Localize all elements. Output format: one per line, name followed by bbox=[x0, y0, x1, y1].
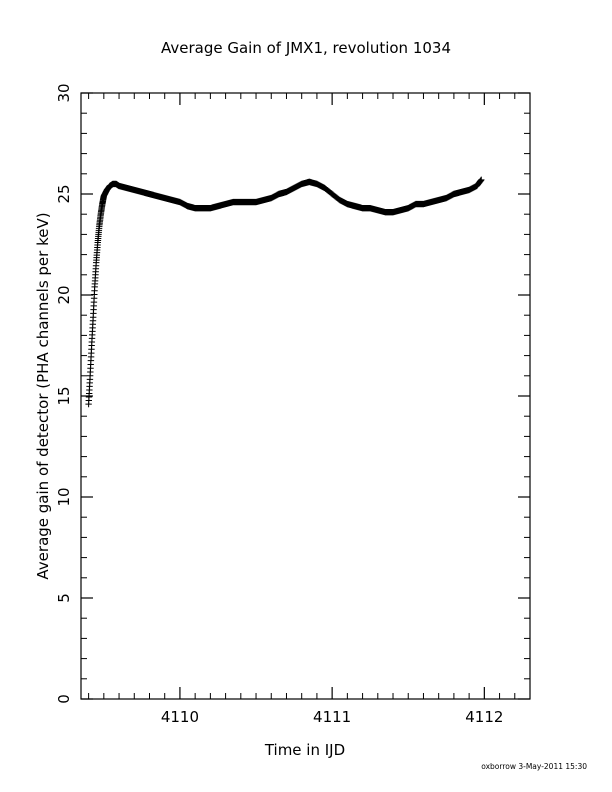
tick-labels: 4110 4111 4112 0 5 10 15 20 25 30 bbox=[55, 83, 503, 726]
x-tick-label: 4110 bbox=[161, 708, 199, 726]
y-tick-label: 15 bbox=[55, 386, 73, 405]
y-tick-label: 20 bbox=[55, 285, 73, 304]
y-tick-label: 10 bbox=[55, 487, 73, 506]
y-axis-label: Average gain of detector (PHA channels p… bbox=[34, 212, 52, 579]
y-tick-label: 5 bbox=[55, 593, 73, 603]
footer-stamp: oxborrow 3-May-2011 15:30 bbox=[481, 762, 587, 771]
x-tick-label: 4111 bbox=[313, 708, 351, 726]
y-tick-label: 30 bbox=[55, 83, 73, 102]
data-points bbox=[85, 176, 485, 408]
y-tick-label: 0 bbox=[55, 694, 73, 704]
data-point-markers bbox=[85, 176, 485, 408]
chart-title: Average Gain of JMX1, revolution 1034 bbox=[161, 39, 451, 57]
x-tick-label: 4112 bbox=[465, 708, 503, 726]
axis-ticks bbox=[81, 92, 531, 700]
y-tick-label: 25 bbox=[55, 184, 73, 203]
x-axis-label: Time in IJD bbox=[264, 741, 345, 759]
